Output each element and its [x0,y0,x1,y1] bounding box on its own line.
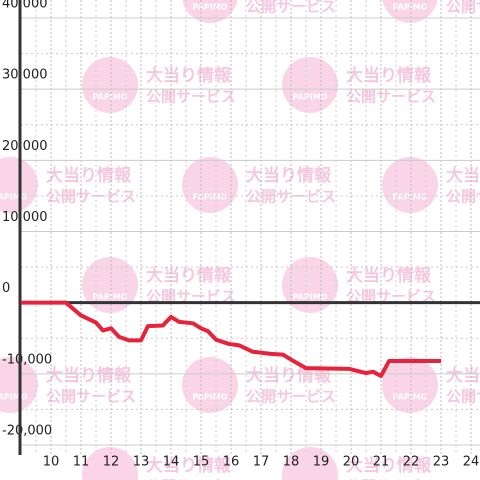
watermark-circle [382,357,438,413]
watermark-brand: PAPIMO [293,93,328,102]
x-tick-label: 17 [253,455,270,470]
watermark-brand: PAPIMO [193,393,228,402]
watermark-line1: 大当り情報 [246,365,332,386]
watermark-line1: 大当り情報 [446,365,480,386]
watermark-line1: 大当り情報 [446,165,480,186]
watermark-line1: 大当り情報 [46,365,132,386]
x-tick-label: 11 [73,455,90,470]
y-tick-label: 30,000 [2,68,48,83]
y-tick-label: -20,000 [2,424,52,439]
x-tick-label: 21 [373,455,390,470]
watermark-line2: 公開サービス [346,288,436,306]
x-tick-label: 10 [43,455,60,470]
watermark-line2: 公開サービス [346,478,436,480]
watermark-line1: 大当り情報 [346,455,432,476]
x-tick-label: 14 [163,455,180,470]
y-tick-label: 0 [2,281,10,296]
y-tick-label: 40,000 [2,0,48,12]
watermark-line2: 公開サービス [146,288,236,306]
watermark-line1: 大当り情報 [346,265,432,286]
watermark-brand: PAPIMO [193,193,228,202]
x-tick-label: 24 [463,455,480,470]
watermark-line1: 大当り情報 [146,265,232,286]
x-tick-label: 23 [433,455,450,470]
y-tick-label: 10,000 [2,210,48,225]
watermark-brand: PAPIMO [293,293,328,302]
watermark-line2: 公開サービス [446,188,480,206]
watermark-circle [282,57,338,113]
x-tick-label: 13 [133,455,150,470]
data-line [21,300,441,378]
watermark-brand: PAPIMO [93,93,128,102]
watermark-brand: PAPIMO [0,193,28,202]
watermark-line1: 大当り情報 [146,65,232,86]
watermark-circle [182,157,238,213]
watermark-line2: 公開サービス [46,388,136,406]
plot [21,300,441,378]
watermark-brand: PAPIMO [193,3,228,12]
x-tick-label: 18 [283,455,300,470]
watermark-line1: 大当り情報 [346,65,432,86]
watermark-circle [82,257,138,313]
watermark-circle [382,157,438,213]
watermark-brand: PAPIMO [393,193,428,202]
watermark-line1: 大当り情報 [46,165,132,186]
watermark-circle [182,0,238,23]
watermark-circle [82,57,138,113]
watermark-line1: 大当り情報 [146,455,232,476]
x-tick-label: 16 [223,455,240,470]
watermark-brand: PAPIMO [0,393,28,402]
watermark-circle [82,447,138,480]
x-tick-label: 20 [343,455,360,470]
watermark-line1: 大当り情報 [246,165,332,186]
watermark-brand: PAPIMO [93,293,128,302]
grid: 10 11 12 13 14 15 16 17 18 19 20 21 22 23 24 -20,000 -10… [2,0,480,470]
watermark-brand: PAPIMO [393,3,428,12]
x-tick-label: 19 [313,455,330,470]
watermark-line2: 公開サービス [446,0,480,16]
watermark-line2: 公開サービス [246,0,336,16]
y-tick-label: -10,000 [2,352,52,367]
x-tick-label: 15 [193,455,210,470]
watermark-line2: 公開サービス [446,388,480,406]
watermark-circle [282,447,338,480]
x-tick-label: 22 [403,455,420,470]
watermark-line2: 公開サービス [346,88,436,106]
watermark-line2: 公開サービス [146,88,236,106]
watermark-circle [182,357,238,413]
watermark-line2: 公開サービス [46,188,136,206]
watermark-line2: 公開サービス [146,478,236,480]
watermark-circle [282,257,338,313]
y-tick-label: 20,000 [2,139,48,154]
watermark-brand: PAPIMO [393,393,428,402]
x-tick-label: 12 [103,455,120,470]
